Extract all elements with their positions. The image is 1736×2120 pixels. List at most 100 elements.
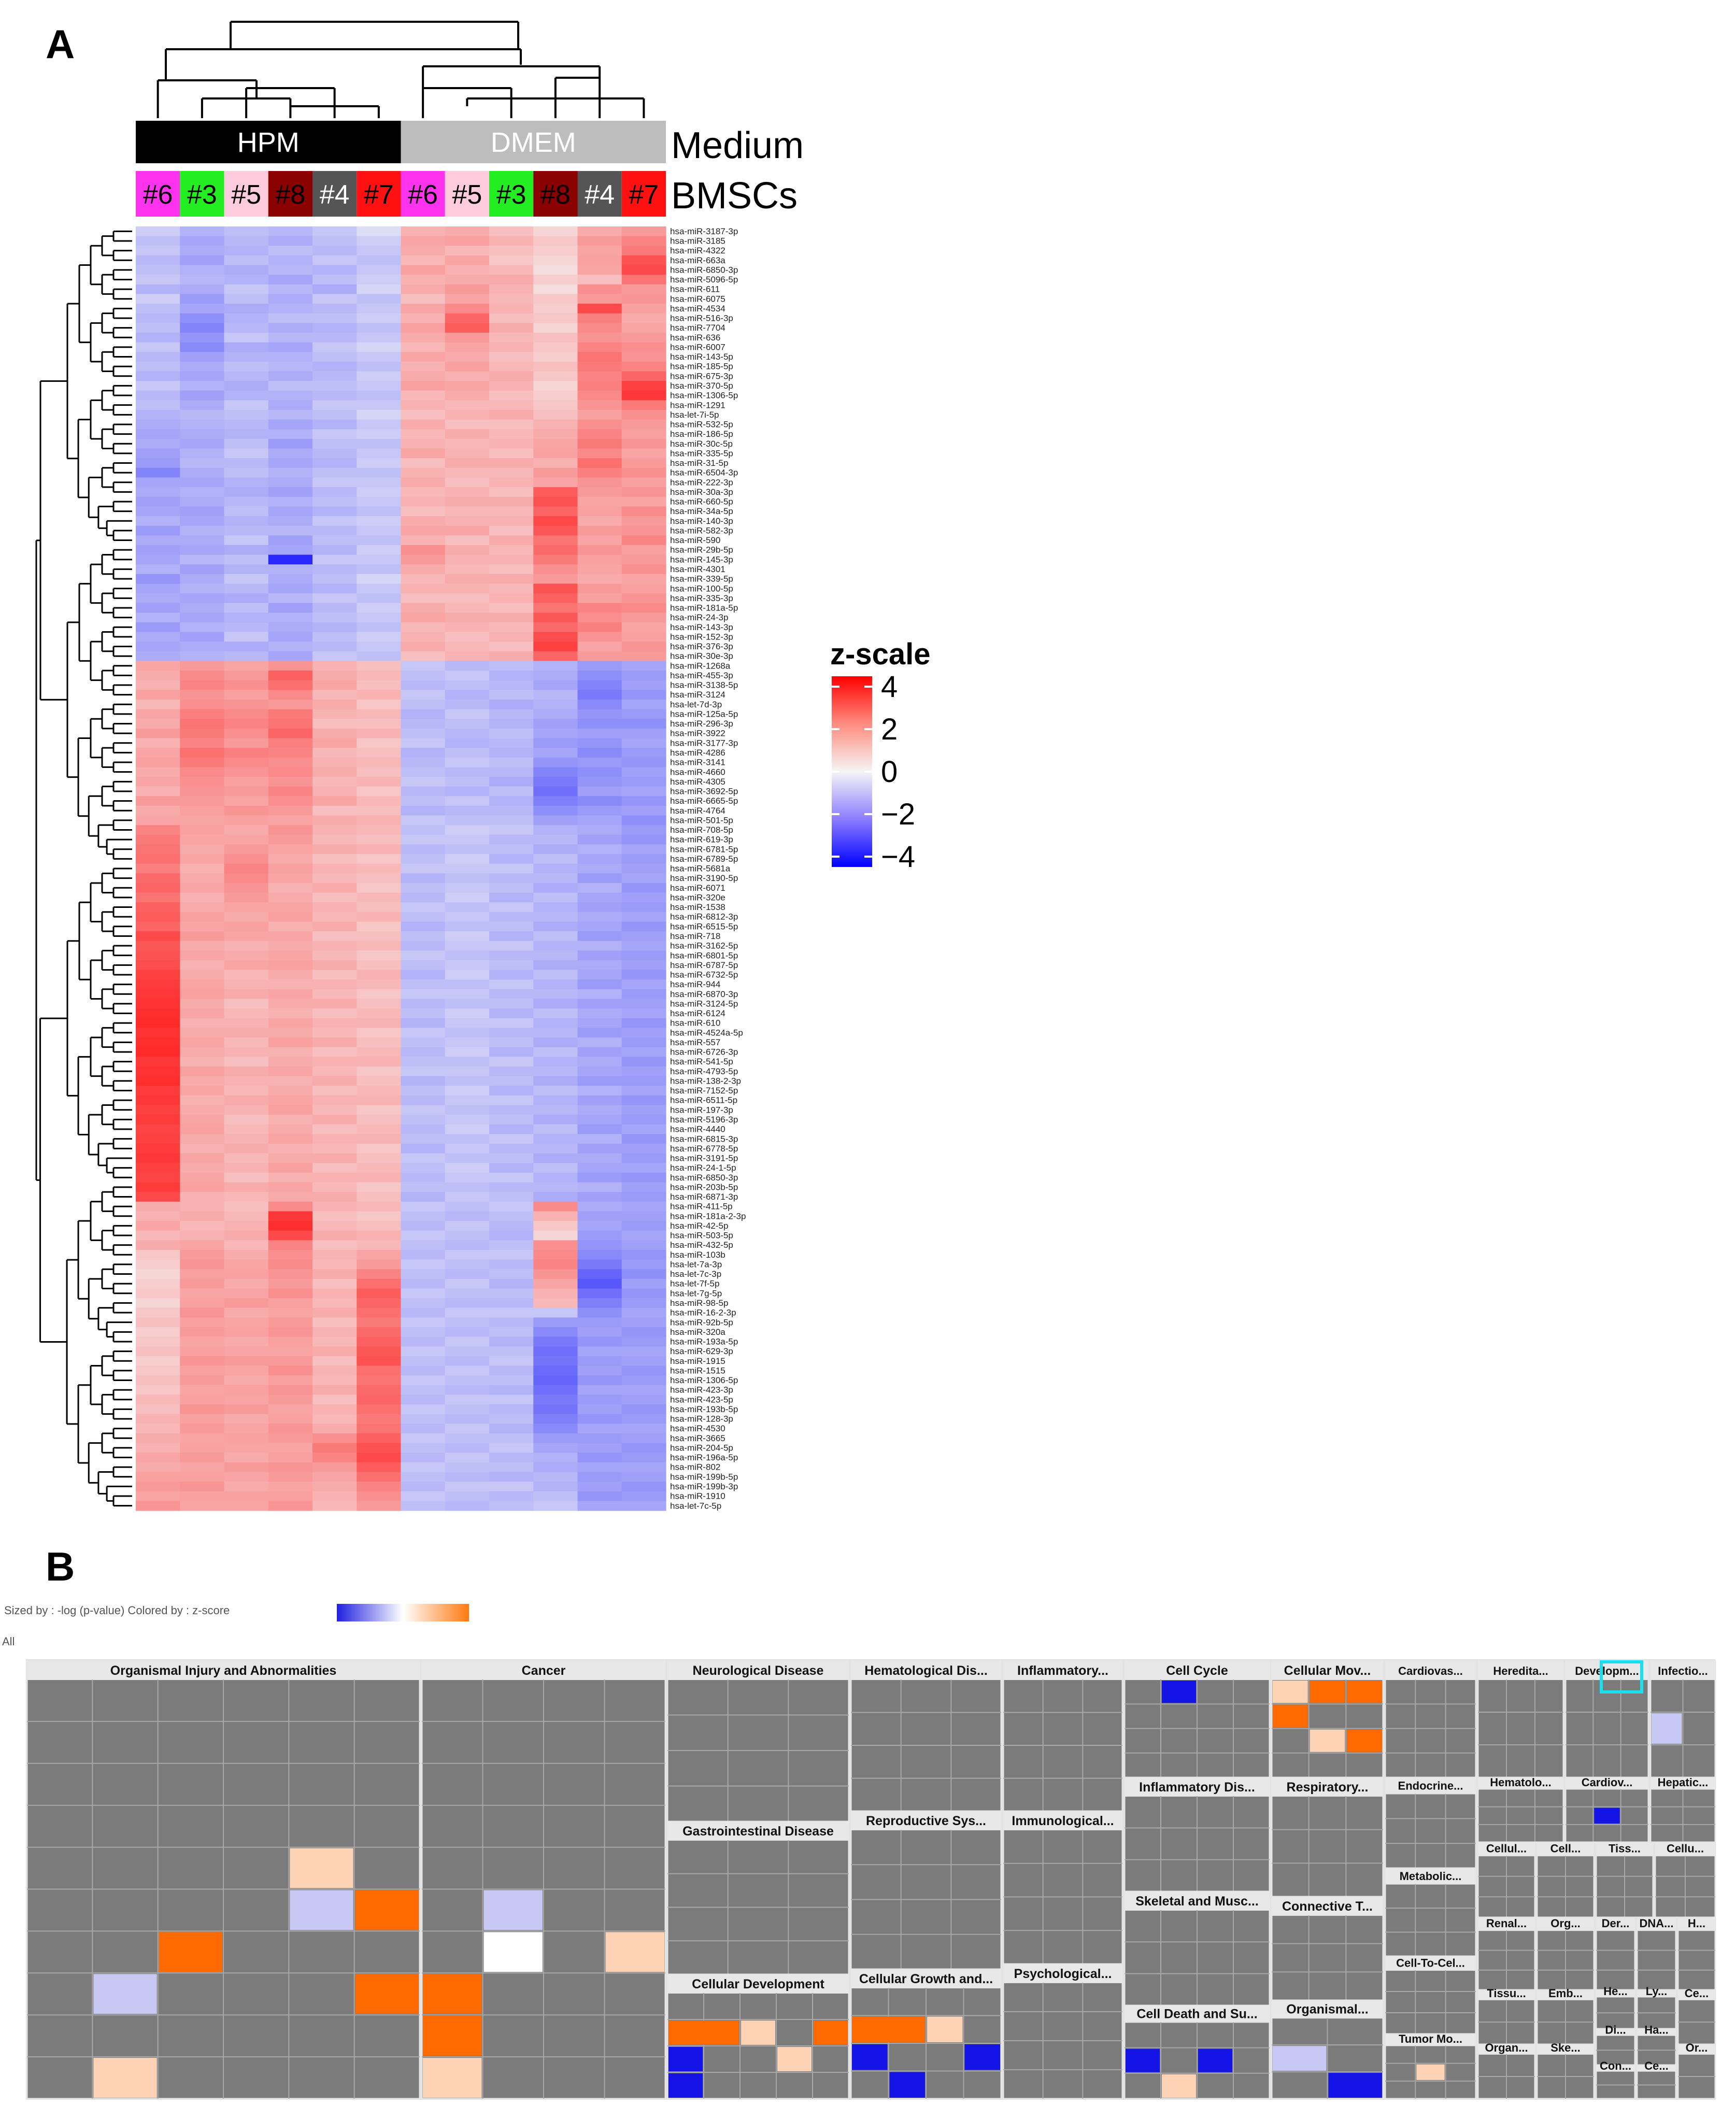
treemap-block[interactable]: Con... — [1595, 2059, 1636, 2100]
treemap-block[interactable]: Hematolo... — [1477, 1776, 1564, 1843]
treemap-block[interactable]: Di... — [1595, 2023, 1636, 2066]
heatmap-cell — [268, 863, 313, 874]
heatmap-cell — [621, 1404, 666, 1415]
treemap-block[interactable]: Organismal Injury and Abnormalities — [26, 1660, 421, 2100]
heatmap-cell — [489, 1153, 534, 1163]
treemap-block[interactable]: Ske... — [1536, 2041, 1595, 2100]
treemap-block[interactable]: Tissu... — [1477, 1987, 1536, 2045]
treemap-block[interactable]: Cellular Mov... — [1271, 1660, 1384, 1778]
heatmap-cell — [489, 400, 534, 410]
treemap-block[interactable]: Endocrine... — [1384, 1776, 1477, 1869]
treemap-block[interactable]: Connective T... — [1271, 1896, 1384, 2001]
treemap-block[interactable]: Ce... — [1677, 1987, 1716, 2045]
heatmap-cell — [445, 941, 490, 951]
heatmap-cell — [401, 1336, 446, 1347]
treemap-block[interactable]: Ce... — [1636, 2059, 1677, 2100]
treemap-block[interactable]: DNA... — [1636, 1916, 1677, 1991]
treemap-block[interactable]: Skeletal and Musc... — [1123, 1890, 1271, 2007]
treemap-block[interactable]: Cardiov... — [1564, 1776, 1649, 1843]
treemap-block[interactable]: Cell-To-Cel... — [1384, 1955, 1477, 2035]
treemap-block[interactable]: Gastrointestinal Disease — [666, 1820, 850, 1975]
heatmap-cell — [357, 873, 402, 884]
heatmap-cell — [268, 1501, 313, 1511]
treemap-block[interactable]: He... — [1595, 1985, 1636, 2030]
treemap-block[interactable]: Developm... — [1564, 1660, 1649, 1778]
heatmap-cell — [357, 1047, 402, 1057]
treemap-block[interactable]: Ly... — [1636, 1985, 1677, 2030]
treemap-block[interactable]: Cell Cycle — [1123, 1660, 1271, 1778]
heatmap-cell — [489, 1414, 534, 1424]
heatmap-cell — [445, 834, 490, 845]
heatmap-cell — [268, 1115, 313, 1125]
heatmap-cell — [180, 777, 225, 787]
heatmap-cell — [136, 1211, 180, 1221]
heatmap-cell — [401, 1153, 446, 1163]
treemap-block[interactable]: Respiratory... — [1271, 1776, 1384, 1898]
heatmap-cell — [621, 921, 666, 932]
heatmap-cell — [136, 1076, 180, 1086]
treemap-block[interactable]: Cardiovas... — [1384, 1660, 1477, 1778]
treemap-block[interactable]: Cell... — [1536, 1841, 1595, 1918]
heatmap-cell — [489, 1249, 534, 1260]
heatmap-cell — [268, 1201, 313, 1212]
treemap-block[interactable]: Reproductive Sys... — [850, 1810, 1002, 1970]
heatmap-cell — [224, 1086, 269, 1096]
treemap-block[interactable]: Immunological... — [1002, 1810, 1123, 1965]
heatmap-cell — [533, 1115, 578, 1125]
treemap-block[interactable]: Organ... — [1477, 2041, 1536, 2100]
heatmap-cell — [224, 352, 269, 362]
treemap-block[interactable]: Cellular Development — [666, 1973, 850, 2100]
heatmap-cell — [357, 863, 402, 874]
row-label: hsa-miR-6787-5p — [670, 960, 738, 970]
treemap-category-label: Neurological Disease — [693, 1663, 824, 1678]
heatmap-cell — [357, 912, 402, 922]
treemap-block[interactable]: H... — [1677, 1916, 1716, 1991]
treemap-block[interactable]: Psychological... — [1002, 1963, 1123, 2100]
treemap-category-label: Hematological Dis... — [864, 1663, 988, 1678]
treemap-block[interactable]: Tiss... — [1595, 1841, 1654, 1918]
heatmap-cell — [577, 1472, 622, 1482]
treemap-block[interactable]: Der... — [1595, 1916, 1636, 1991]
treemap-block[interactable]: Metabolic... — [1384, 1867, 1477, 1957]
sample-bar-3 — [268, 171, 312, 217]
treemap-block[interactable]: Or... — [1677, 2041, 1716, 2100]
treemap-block[interactable]: Cellul... — [1477, 1841, 1536, 1918]
row-label: hsa-miR-6071 — [670, 883, 725, 893]
treemap-block[interactable]: Org... — [1536, 1916, 1595, 1991]
treemap-block[interactable]: Emb... — [1536, 1987, 1595, 2045]
heatmap-cell — [489, 719, 534, 729]
treemap-block[interactable]: Inflammatory... — [1002, 1660, 1123, 1812]
heatmap-cell — [312, 1230, 357, 1241]
treemap-block[interactable]: Cell Death and Su... — [1123, 2004, 1271, 2100]
treemap-block[interactable]: Cellu... — [1654, 1841, 1716, 1918]
heatmap-cell — [136, 632, 180, 642]
heatmap-cell — [357, 371, 402, 381]
treemap-block[interactable]: Ha... — [1636, 2023, 1677, 2066]
heatmap-cell — [489, 1317, 534, 1328]
treemap-block[interactable]: Tumor Mo... — [1384, 2032, 1477, 2100]
treemap-block[interactable]: Heredita... — [1477, 1660, 1564, 1778]
heatmap-cell — [136, 438, 180, 449]
heatmap-cell — [401, 1037, 446, 1048]
treemap-block[interactable]: Cancer — [421, 1660, 666, 2100]
heatmap-cell — [224, 661, 269, 671]
row-label: hsa-miR-1306-5p — [670, 391, 738, 401]
treemap-block[interactable]: Organismal... — [1271, 1999, 1384, 2100]
heatmap-cell — [401, 892, 446, 903]
heatmap-cell — [621, 1278, 666, 1289]
treemap-block[interactable]: Hepatic... — [1649, 1776, 1716, 1843]
heatmap-cell — [621, 1047, 666, 1057]
heatmap-cell — [621, 371, 666, 381]
treemap-block[interactable]: Hematological Dis... — [850, 1660, 1002, 1812]
heatmap-cell — [357, 960, 402, 971]
heatmap-cell — [224, 1211, 269, 1221]
treemap-block[interactable]: Renal... — [1477, 1916, 1536, 1991]
heatmap-cell — [577, 642, 622, 652]
treemap-block[interactable]: Inflammatory Dis... — [1123, 1776, 1271, 1893]
treemap-block[interactable]: Infectio... — [1649, 1660, 1716, 1778]
treemap-block[interactable]: Neurological Disease — [666, 1660, 850, 1823]
treemap-block[interactable]: Cellular Growth and... — [850, 1968, 1002, 2100]
heatmap-cell — [401, 863, 446, 874]
treemap-category-label: Organismal... — [1286, 2002, 1368, 2017]
heatmap-cell — [445, 1356, 490, 1367]
